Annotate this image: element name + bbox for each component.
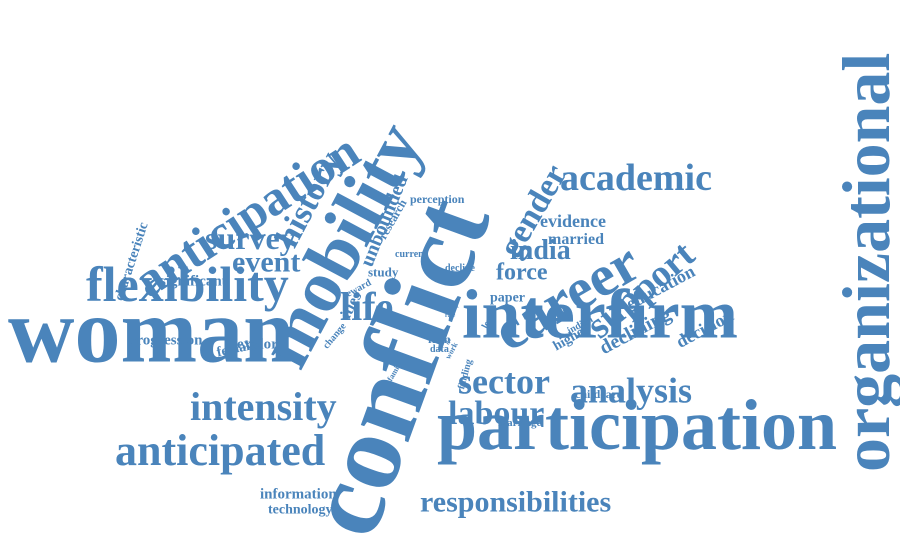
word-rate: rate bbox=[445, 313, 456, 320]
word-married: married bbox=[548, 230, 604, 248]
word-sector: sector bbox=[458, 361, 550, 402]
word-labour: labour bbox=[448, 395, 545, 433]
word-interfirm: interfirm bbox=[462, 276, 738, 354]
word-paper: paper bbox=[490, 290, 525, 306]
word-childcare: childcare bbox=[575, 387, 623, 402]
word-firm: firm bbox=[428, 332, 451, 347]
word-evidence: evidence bbox=[540, 211, 606, 232]
word-flexibility: flexibility bbox=[86, 256, 289, 312]
word-event: event bbox=[232, 245, 301, 279]
word-current: current bbox=[395, 248, 428, 260]
word-study: study bbox=[368, 264, 399, 280]
word-responsibilities: responsibilities bbox=[420, 485, 612, 519]
word-significant: significant bbox=[160, 273, 227, 290]
word-information: information bbox=[260, 486, 337, 503]
word-anticipated: anticipated bbox=[115, 425, 326, 475]
word-progression: progression bbox=[128, 332, 203, 349]
word-decline: decline bbox=[445, 262, 475, 274]
word-technology: technology bbox=[268, 502, 333, 518]
word-force: force bbox=[496, 259, 548, 286]
word-woman: woman bbox=[8, 279, 295, 382]
word-academic: academic bbox=[560, 156, 712, 199]
word-survey: survey bbox=[205, 219, 296, 256]
word-intensity: intensity bbox=[190, 384, 337, 430]
word-participation: participation bbox=[437, 384, 838, 465]
word-marriage: marriage bbox=[498, 416, 542, 429]
word-decision: perception bbox=[410, 192, 465, 207]
word-india: india bbox=[510, 235, 571, 267]
word-analysis: analysis bbox=[570, 370, 693, 411]
word-effect: effect bbox=[440, 300, 459, 310]
word-life: life bbox=[340, 284, 394, 330]
word-explore: explore bbox=[237, 336, 285, 353]
word-data: data bbox=[430, 343, 449, 355]
word-organizational: organizational bbox=[828, 52, 900, 472]
